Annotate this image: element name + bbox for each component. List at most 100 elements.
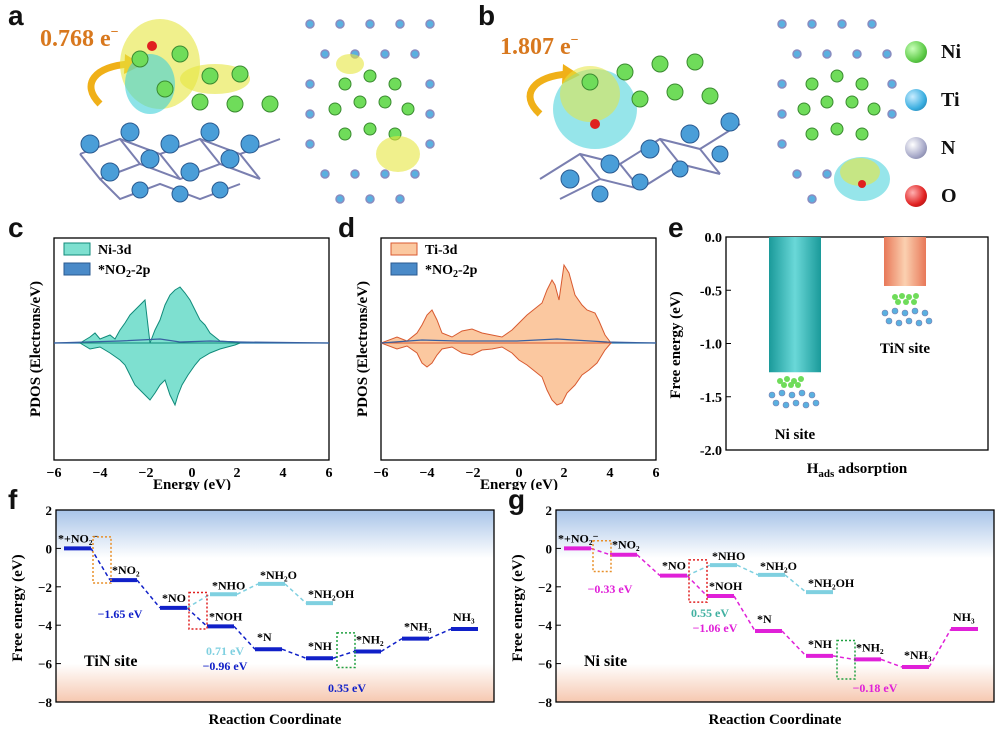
state-label: *NH₂OH: [308, 587, 355, 601]
state-label: *NOH: [709, 579, 743, 593]
top-view-b: [777, 19, 897, 204]
state-label: *+NO₂⁻: [58, 531, 99, 545]
state-label: NH₃: [453, 610, 475, 624]
x-ticks-c: −6 −4 −2 0 2 4 6: [47, 466, 333, 481]
connector: [686, 564, 711, 577]
energy-annotation: 0.35 eV: [328, 681, 366, 695]
x-tick: −6: [47, 466, 62, 481]
connector: [186, 593, 211, 609]
energy-annotation: 0.71 eV: [206, 644, 244, 658]
rate-step-box: [188, 591, 208, 630]
x-tick: 0: [189, 466, 196, 481]
rate-step-box: [836, 639, 856, 680]
energy-annotation: −0.18 eV: [853, 681, 898, 695]
o-atom-icon: [905, 185, 927, 207]
charge-transfer-b: 1.807 e−: [500, 33, 579, 60]
side-view-b: [539, 53, 741, 203]
connector: [590, 547, 611, 556]
x-tick: −4: [420, 466, 435, 481]
state-label: *NHO: [712, 549, 745, 563]
y-tick-label: −6: [538, 657, 552, 672]
rate-step-box: [92, 536, 112, 584]
connector: [784, 574, 807, 593]
connector: [90, 548, 111, 581]
y-tick-label: 0: [546, 541, 553, 556]
x-tick: −4: [93, 466, 108, 481]
connector: [281, 648, 307, 659]
legend-label: Ni-3d: [98, 243, 132, 258]
x-axis-label-g: Reaction Coordinate: [709, 712, 842, 728]
x-axis-label-e: Hads adsorption: [807, 461, 908, 480]
plot-frame-g: [555, 509, 995, 703]
state-label: *NH₂O: [760, 559, 797, 573]
connector: [736, 564, 759, 576]
connector: [636, 554, 661, 577]
connector: [284, 583, 307, 604]
y-tick-label: −4: [38, 618, 52, 633]
state-label: *NH₂: [356, 633, 384, 647]
panel-letter-a: a: [8, 0, 24, 31]
y-axis-label-e: Free energy (eV): [668, 291, 684, 398]
panel-letter-c: c: [8, 212, 24, 243]
panel-a-structures: 0.768 e−: [40, 19, 435, 204]
legend-label: Ti-3d: [425, 243, 458, 258]
plot-frame-e: [725, 236, 989, 451]
y-tick-label: −8: [38, 695, 52, 710]
state-label: *NH: [308, 639, 333, 653]
y-tick-label: −6: [38, 657, 52, 672]
atom-legend-label: Ti: [941, 88, 960, 111]
state-label: *NH₂OH: [808, 576, 855, 590]
x-tick: −2: [466, 466, 481, 481]
connector: [233, 625, 256, 650]
y-axis-label-g: Free energy (eV): [510, 554, 526, 661]
energy-annotation: −0.96 eV: [203, 659, 248, 673]
x-tick: 4: [280, 466, 287, 481]
panel-g-energy-diagram: *+NO₂⁻ *NO₂ *NO *NOH *N *NH *NH₂ *NH₃ NH₃ *NHO *NH…: [510, 503, 995, 728]
bar-label-ni-site: Ni site: [775, 427, 816, 443]
top-view-a: [305, 19, 435, 204]
panel-e-bar-chart: Ni site TiN site 0.0 -0.5 -1.0 -1.5 -2.0 Free…: [668, 231, 989, 480]
state-label: *NH₂O: [260, 568, 297, 582]
y-tick-label: 2: [546, 503, 553, 518]
y-tick-label: -2.0: [700, 444, 722, 459]
bar-tin-site: [884, 237, 926, 286]
site-label-f: TiN site: [84, 653, 137, 670]
panel-letter-e: e: [668, 212, 684, 243]
x-tick: 2: [561, 466, 568, 481]
atom-legend-ni: Ni: [905, 28, 995, 76]
state-label: *N: [757, 612, 772, 626]
panel-d-pdos: Ti-3d *NO2-2p −6 −4 −2 0 2 4 6 Energy (e…: [355, 237, 660, 490]
state-label: *+NO₂⁻: [558, 531, 599, 545]
no2-2p-line-c: [53, 338, 330, 344]
rate-step-box: [336, 632, 356, 669]
y-tick-label: 0.0: [705, 231, 723, 246]
energy-annotation: −1.65 eV: [98, 607, 143, 621]
atom-legend-label: N: [941, 136, 956, 159]
x-tick: 6: [653, 466, 660, 481]
ni-3d-down-area: [78, 342, 241, 407]
state-label: *NH: [808, 637, 833, 651]
side-view-a: [79, 19, 281, 203]
n-atom-icon: [905, 137, 927, 159]
x-tick: 0: [516, 466, 523, 481]
y-tick-label: -1.5: [700, 391, 722, 406]
state-label: *NH₃: [904, 648, 932, 662]
energy-annotation: 0.55 eV: [691, 606, 729, 620]
connector: [686, 575, 708, 597]
atom-legend-o: O: [905, 172, 995, 220]
y-tick-label: −2: [38, 580, 52, 595]
ni-atom-icon: [905, 41, 927, 63]
x-ticks-d: −6 −4 −2 0 2 4 6: [374, 466, 660, 481]
atom-legend: Ni Ti N O: [905, 28, 995, 220]
legend-c: Ni-3d *NO2-2p: [63, 242, 151, 280]
connector: [880, 658, 903, 668]
x-tick: 4: [607, 466, 614, 481]
panel-c-pdos: Ni-3d *NO2-2p −6 −4 −2 0 2 4 6 Energy (e…: [28, 237, 333, 490]
connector: [928, 628, 952, 668]
panel-f-energy-diagram: *+NO₂⁻ *NO₂ *NO *NOH *N *NH *NH₂ *NH₃ NH₃ *NHO *NH…: [10, 503, 495, 728]
y-tick-label: -0.5: [700, 284, 722, 299]
legend-label-no2: *NO2-2p: [98, 263, 151, 280]
x-tick: −2: [139, 466, 154, 481]
x-axis-label-c: Energy (eV): [153, 477, 231, 490]
x-tick: −6: [374, 466, 389, 481]
